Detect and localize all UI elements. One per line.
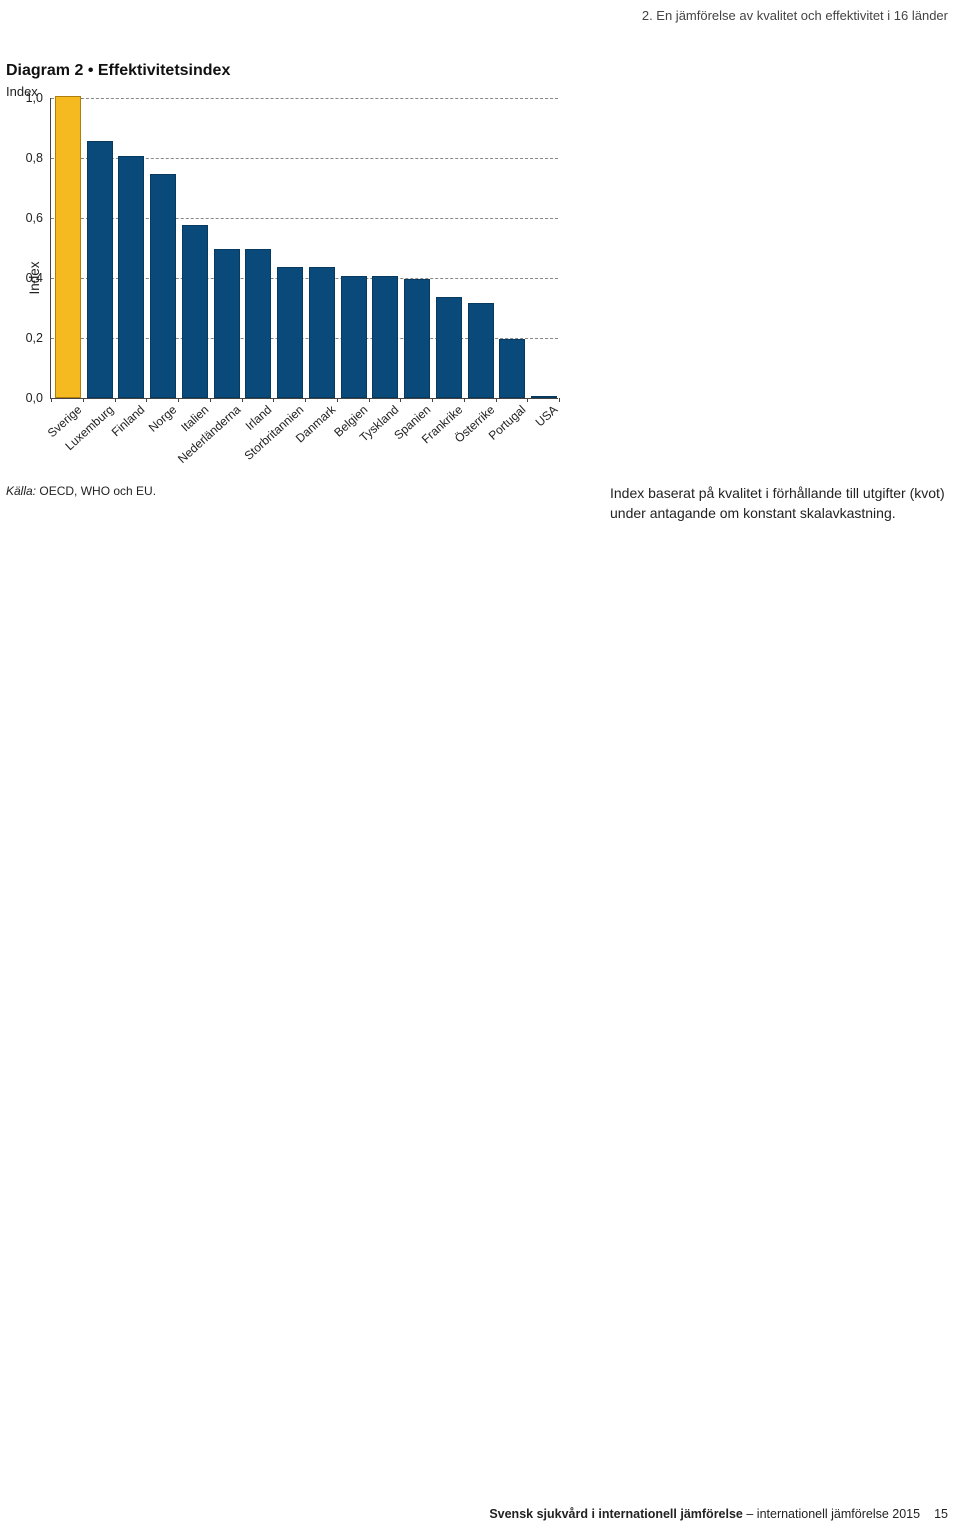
page: 2. En jämförelse av kvalitet och effekti… bbox=[0, 0, 960, 1531]
gridline bbox=[51, 98, 558, 99]
bar bbox=[531, 396, 557, 398]
plot-area: 0,00,20,40,60,81,0SverigeLuxemburgFinlan… bbox=[50, 98, 558, 399]
y-tick-label: 0,4 bbox=[26, 271, 51, 285]
x-tick bbox=[496, 398, 497, 402]
page-footer: Svensk sjukvård i internationell jämföre… bbox=[489, 1507, 948, 1521]
y-tick-label: 0,6 bbox=[26, 211, 51, 225]
y-tick-label: 0,8 bbox=[26, 151, 51, 165]
x-tick bbox=[115, 398, 116, 402]
x-tick bbox=[527, 398, 528, 402]
bar bbox=[341, 276, 367, 398]
x-tick bbox=[400, 398, 401, 402]
y-tick-label: 1,0 bbox=[26, 91, 51, 105]
bar bbox=[245, 249, 271, 398]
footer-bold: Svensk sjukvård i internationell jämföre… bbox=[489, 1507, 743, 1521]
plot-inner: 0,00,20,40,60,81,0SverigeLuxemburgFinlan… bbox=[51, 98, 558, 398]
x-tick bbox=[337, 398, 338, 402]
x-label: USA bbox=[529, 398, 561, 429]
bar bbox=[150, 174, 176, 398]
x-label: Norge bbox=[142, 398, 180, 435]
x-tick bbox=[559, 398, 560, 402]
y-tick-label: 0,2 bbox=[26, 331, 51, 345]
bar bbox=[118, 156, 144, 398]
x-tick bbox=[369, 398, 370, 402]
bar bbox=[499, 339, 525, 398]
y-tick-label: 0,0 bbox=[26, 391, 51, 405]
page-number: 15 bbox=[934, 1507, 948, 1521]
bar bbox=[468, 303, 494, 398]
x-tick bbox=[432, 398, 433, 402]
bar bbox=[87, 141, 113, 398]
x-tick bbox=[146, 398, 147, 402]
bar bbox=[55, 96, 81, 398]
bar bbox=[309, 267, 335, 398]
caption-text: Index baserat på kvalitet i förhållande … bbox=[610, 483, 950, 524]
chart-title: Diagram 2 • Effektivitetsindex bbox=[6, 62, 230, 80]
bar bbox=[182, 225, 208, 398]
x-tick bbox=[305, 398, 306, 402]
bar bbox=[372, 276, 398, 398]
bar bbox=[214, 249, 240, 398]
bar bbox=[404, 279, 430, 398]
page-header: 2. En jämförelse av kvalitet och effekti… bbox=[642, 8, 948, 23]
x-tick bbox=[464, 398, 465, 402]
x-tick bbox=[51, 398, 52, 402]
footer-light: – internationell jämförelse 2015 bbox=[743, 1507, 920, 1521]
source-line: Källa: OECD, WHO och EU. bbox=[6, 484, 156, 498]
bar bbox=[277, 267, 303, 398]
x-tick bbox=[273, 398, 274, 402]
source-text: OECD, WHO och EU. bbox=[36, 484, 156, 498]
source-prefix: Källa: bbox=[6, 484, 36, 498]
x-tick bbox=[83, 398, 84, 402]
x-tick bbox=[242, 398, 243, 402]
bar bbox=[436, 297, 462, 398]
x-tick bbox=[210, 398, 211, 402]
x-tick bbox=[178, 398, 179, 402]
bar-chart: Index 0,00,20,40,60,81,0SverigeLuxemburg… bbox=[0, 98, 558, 458]
